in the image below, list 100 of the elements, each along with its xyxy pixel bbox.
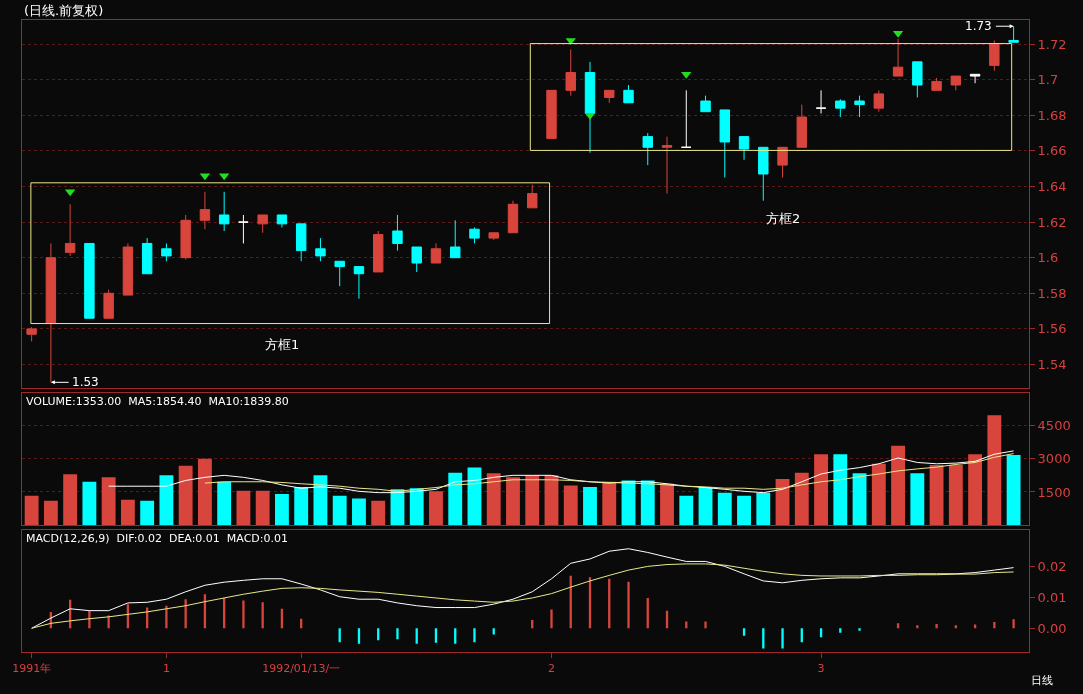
candlestick bbox=[430, 242, 442, 264]
bar bbox=[814, 454, 828, 526]
candlestick bbox=[700, 95, 711, 113]
y-tick-label: 1.64 bbox=[1037, 179, 1067, 195]
bar bbox=[371, 500, 386, 526]
candlestick bbox=[565, 48, 576, 97]
y-tick-label: 0.02 bbox=[1037, 558, 1067, 574]
candlestick bbox=[758, 146, 769, 202]
bar bbox=[698, 486, 713, 526]
bar bbox=[910, 473, 925, 526]
candlestick bbox=[488, 232, 499, 241]
candlestick bbox=[353, 266, 365, 300]
bar bbox=[409, 488, 424, 526]
annotation: 方框2 bbox=[766, 211, 801, 226]
candlestick bbox=[604, 89, 615, 104]
y-tick-label: 1.58 bbox=[1037, 285, 1067, 301]
text: 日线 bbox=[1031, 674, 1053, 687]
bar bbox=[1012, 619, 1015, 629]
y-tick-label: 0.00 bbox=[1037, 620, 1067, 636]
bar bbox=[159, 475, 174, 526]
x-tick-label: 3 bbox=[817, 661, 825, 675]
bar bbox=[165, 605, 168, 629]
bar bbox=[242, 600, 245, 629]
bar bbox=[948, 465, 963, 526]
bar bbox=[396, 628, 399, 640]
candlestick bbox=[642, 132, 653, 166]
bar bbox=[987, 415, 1002, 526]
bar bbox=[742, 628, 746, 636]
candlestick bbox=[584, 61, 596, 154]
candlestick bbox=[411, 246, 422, 273]
bar bbox=[968, 454, 983, 526]
bar bbox=[679, 495, 694, 526]
annotation: 1.73 bbox=[965, 19, 992, 33]
candlestick bbox=[623, 84, 634, 104]
bar bbox=[660, 483, 674, 526]
bar bbox=[891, 445, 905, 526]
candlestick bbox=[238, 214, 249, 244]
bar bbox=[101, 477, 116, 526]
bar bbox=[871, 463, 886, 526]
candlestick bbox=[295, 223, 307, 262]
bar bbox=[255, 490, 270, 526]
chart-title: (日线.前复权) bbox=[24, 3, 104, 18]
bar bbox=[640, 480, 655, 526]
bar bbox=[839, 628, 842, 633]
candlestick bbox=[777, 146, 788, 179]
bar bbox=[583, 486, 597, 526]
candlestick bbox=[257, 214, 268, 234]
candlestick bbox=[276, 214, 288, 228]
bar bbox=[294, 486, 309, 526]
bar bbox=[486, 473, 501, 526]
bar bbox=[197, 458, 212, 526]
bar bbox=[1006, 454, 1021, 526]
y-tick-label: 1.56 bbox=[1037, 321, 1067, 337]
candlestick bbox=[103, 289, 114, 319]
candlestick bbox=[161, 242, 172, 262]
annotation: MACD(12,26,9) DIF:0.02 DEA:0.01 MACD:0.01 bbox=[26, 532, 289, 545]
candlestick bbox=[26, 326, 37, 342]
candlestick bbox=[64, 203, 76, 257]
candlestick bbox=[719, 109, 730, 179]
candlestick bbox=[912, 61, 923, 98]
annotation: 1.53 bbox=[72, 375, 99, 389]
candlestick bbox=[873, 89, 885, 113]
y-tick-label: 1.66 bbox=[1037, 143, 1067, 159]
candlestick bbox=[989, 39, 1000, 72]
bar bbox=[217, 481, 232, 526]
candlestick bbox=[84, 242, 95, 319]
bar bbox=[794, 472, 809, 526]
y-tick-label: 1.7 bbox=[1037, 72, 1059, 88]
candlestick bbox=[681, 89, 692, 148]
line-series bbox=[108, 450, 1015, 494]
candlestick bbox=[469, 226, 480, 244]
y-tick-label: 1.6 bbox=[1037, 250, 1059, 266]
line-series bbox=[31, 563, 1015, 629]
bar bbox=[833, 454, 848, 526]
bar bbox=[781, 628, 784, 649]
bar bbox=[627, 581, 630, 629]
y-tick-label: 1.72 bbox=[1037, 36, 1067, 52]
y-tick-label: 1.68 bbox=[1037, 107, 1067, 123]
bar bbox=[929, 465, 944, 526]
bar bbox=[352, 498, 366, 526]
candlestick bbox=[315, 237, 326, 262]
candlestick bbox=[796, 104, 808, 148]
bar bbox=[737, 495, 751, 526]
bar bbox=[120, 499, 135, 526]
bar bbox=[82, 481, 97, 526]
y-tick-label: 3000 bbox=[1037, 451, 1071, 467]
x-tick-label: 2 bbox=[547, 661, 555, 675]
bar bbox=[896, 623, 900, 629]
bar bbox=[448, 472, 463, 526]
bar bbox=[852, 473, 867, 526]
bar bbox=[704, 621, 707, 629]
bar bbox=[717, 492, 732, 526]
bar bbox=[429, 491, 443, 526]
line-series bbox=[31, 548, 1015, 629]
bar bbox=[525, 475, 540, 526]
line-series bbox=[204, 453, 1015, 492]
bar bbox=[473, 628, 476, 643]
y-tick-label: 0.01 bbox=[1037, 589, 1067, 605]
bar bbox=[24, 495, 39, 526]
bar bbox=[563, 485, 578, 526]
